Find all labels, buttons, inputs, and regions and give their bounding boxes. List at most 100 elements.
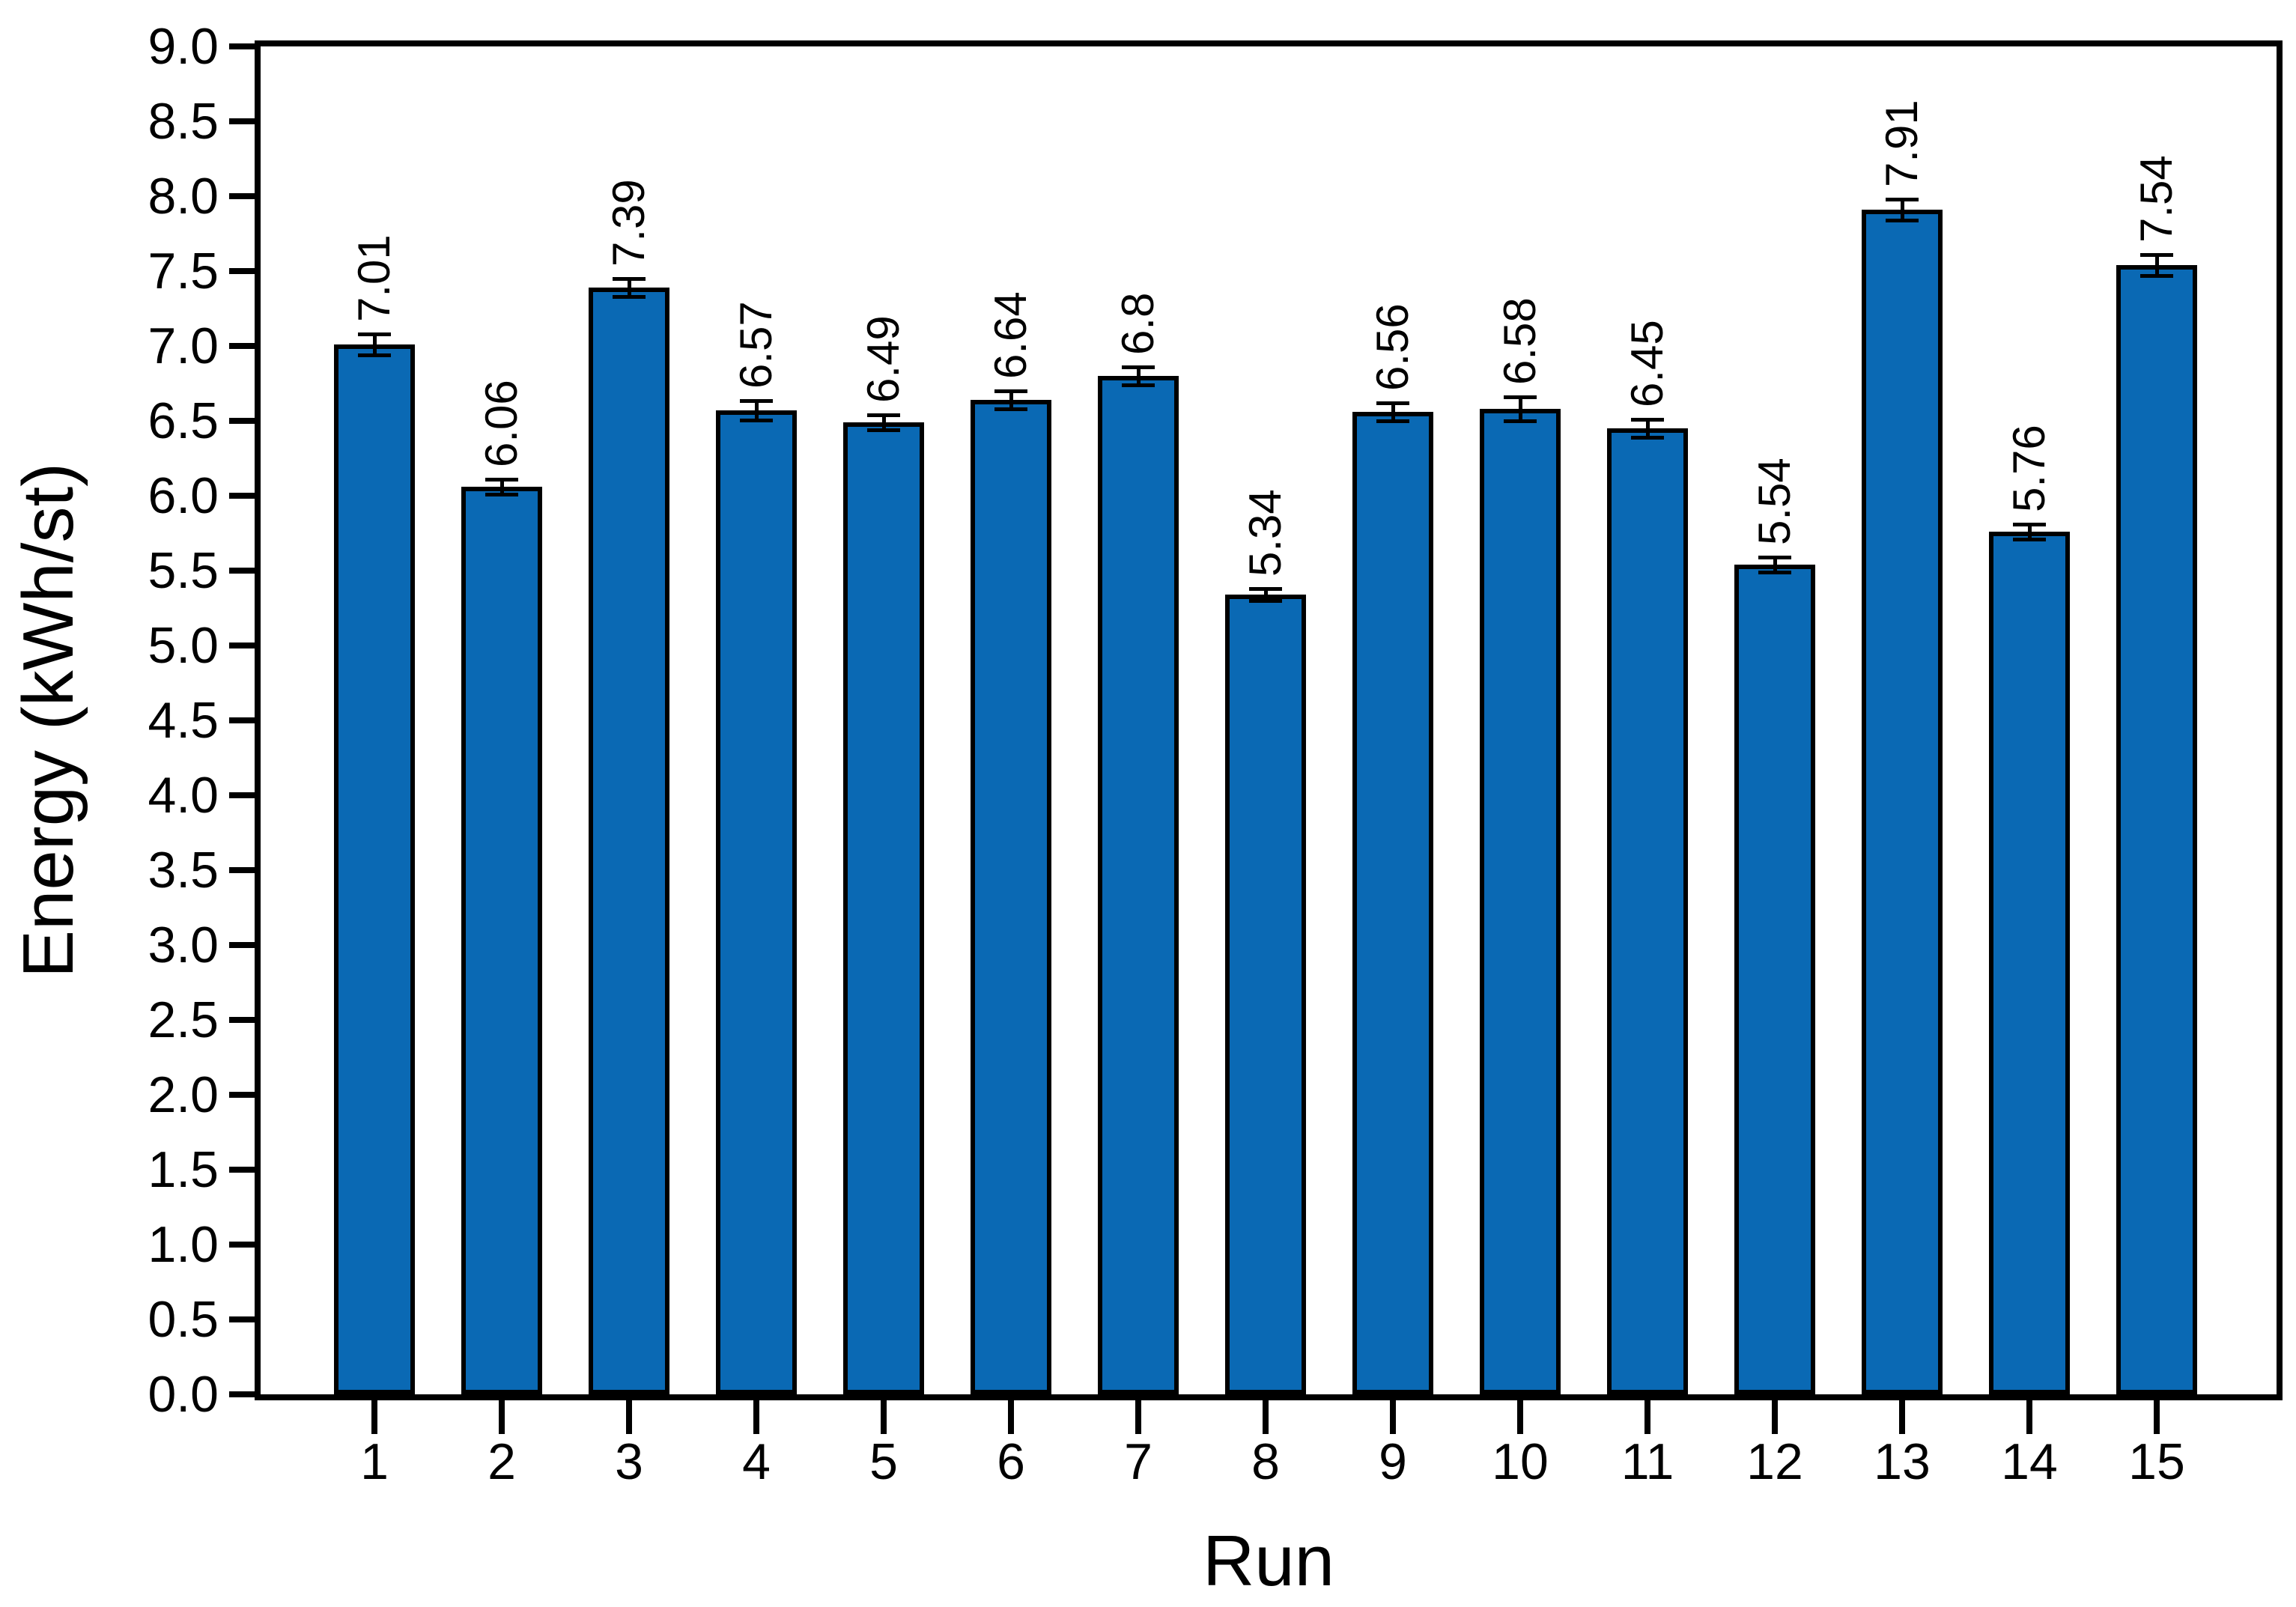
error-cap-top (1249, 586, 1282, 591)
error-cap-bottom (1631, 435, 1664, 440)
x-tick-label: 6 (997, 1433, 1025, 1490)
x-tick-label: 14 (2001, 1433, 2058, 1490)
x-tick (1772, 1400, 1778, 1434)
y-tick (229, 1391, 261, 1397)
error-cap-top (613, 276, 646, 281)
x-tick (881, 1400, 887, 1434)
bar-value-label: 5.76 (2004, 425, 2054, 512)
y-tick (229, 268, 261, 274)
error-cap-top (740, 398, 773, 403)
y-tick-label: 0.5 (148, 1291, 219, 1348)
error-cap-bottom (740, 418, 773, 422)
x-tick (1390, 1400, 1396, 1434)
error-cap-bottom (1122, 383, 1155, 387)
bar-value-label: 6.64 (985, 291, 1036, 379)
error-whisker (1391, 403, 1395, 421)
x-tick-label: 12 (1746, 1433, 1803, 1490)
y-tick (229, 643, 261, 648)
y-tick-label: 8.0 (148, 168, 219, 225)
x-tick-label: 9 (1379, 1433, 1407, 1490)
x-tick (1135, 1400, 1141, 1434)
y-tick (229, 1242, 261, 1248)
error-whisker (881, 415, 886, 430)
y-tick-label: 2.5 (148, 991, 219, 1048)
bar-value-label: 7.01 (349, 234, 399, 322)
y-tick (229, 1316, 261, 1322)
plot-area: 7.01 6.06 7.39 6.57 6.49 6.64 6.8 5.34 6.56 6.58 6… (255, 40, 2283, 1400)
error-whisker (627, 279, 631, 297)
bar-value-label: 7.39 (604, 179, 654, 267)
error-whisker (372, 334, 377, 355)
error-cap-top (358, 332, 391, 336)
x-tick-label: 5 (869, 1433, 898, 1490)
y-tick (229, 717, 261, 723)
error-cap-bottom (1376, 419, 1409, 423)
y-tick (229, 1092, 261, 1098)
x-tick-label: 15 (2128, 1433, 2185, 1490)
bar (716, 410, 797, 1394)
bar-value-label: 5.34 (1240, 489, 1290, 577)
error-whisker (2027, 524, 2032, 539)
error-cap-top (1631, 417, 1664, 422)
bar-value-label: 7.54 (2131, 155, 2181, 243)
bar (1225, 595, 1306, 1394)
error-cap-bottom (1504, 419, 1537, 423)
error-cap-bottom (613, 294, 646, 299)
x-tick (499, 1400, 505, 1434)
bar (1480, 409, 1561, 1394)
error-cap-bottom (2140, 273, 2173, 278)
bar-value-label: 6.58 (1495, 297, 1545, 385)
error-whisker (1263, 589, 1268, 601)
x-tick-label: 11 (1621, 1433, 1674, 1490)
bar (589, 288, 669, 1394)
y-tick-label: 6.5 (148, 392, 219, 449)
x-tick-label: 7 (1124, 1433, 1152, 1490)
error-whisker (2154, 255, 2159, 276)
bar (1607, 428, 1688, 1394)
error-cap-top (1504, 395, 1537, 399)
y-tick-label: 9.0 (148, 18, 219, 75)
y-tick (229, 568, 261, 574)
error-whisker (1009, 391, 1013, 409)
bar-value-label: 6.56 (1367, 303, 1418, 391)
y-tick-label: 3.0 (148, 917, 219, 973)
bar (1098, 376, 1179, 1394)
error-whisker (1773, 557, 1777, 572)
x-tick (1899, 1400, 1905, 1434)
y-tick (229, 43, 261, 49)
x-tick (1644, 1400, 1650, 1434)
bar-value-label: 6.57 (731, 301, 781, 389)
y-tick (229, 418, 261, 424)
bar (1352, 412, 1433, 1394)
x-tick (753, 1400, 759, 1434)
error-cap-bottom (867, 428, 900, 432)
x-tick-label: 3 (615, 1433, 643, 1490)
x-tick (626, 1400, 632, 1434)
error-whisker (1136, 367, 1141, 385)
bar (334, 344, 415, 1394)
bar (2116, 265, 2197, 1394)
bar-value-label: 6.06 (476, 380, 526, 467)
y-tick (229, 193, 261, 199)
error-cap-top (1122, 365, 1155, 369)
error-whisker (499, 479, 504, 494)
y-tick-label: 4.0 (148, 767, 219, 824)
bar (971, 400, 1051, 1394)
error-cap-top (1376, 401, 1409, 405)
error-cap-top (994, 389, 1027, 393)
error-cap-bottom (358, 353, 391, 357)
x-tick (1008, 1400, 1014, 1434)
x-tick (1517, 1400, 1523, 1434)
error-cap-bottom (1758, 570, 1791, 574)
bar-value-label: 6.8 (1113, 292, 1163, 355)
x-tick (2026, 1400, 2032, 1434)
y-tick (229, 942, 261, 948)
error-cap-top (2013, 522, 2046, 526)
x-tick (2154, 1400, 2160, 1434)
y-tick-label: 5.0 (148, 617, 219, 674)
y-tick (229, 1017, 261, 1023)
bar-value-label: 6.49 (858, 315, 908, 403)
y-tick-label: 6.0 (148, 467, 219, 524)
x-tick (1263, 1400, 1269, 1434)
bar-value-label: 5.54 (1749, 458, 1800, 545)
